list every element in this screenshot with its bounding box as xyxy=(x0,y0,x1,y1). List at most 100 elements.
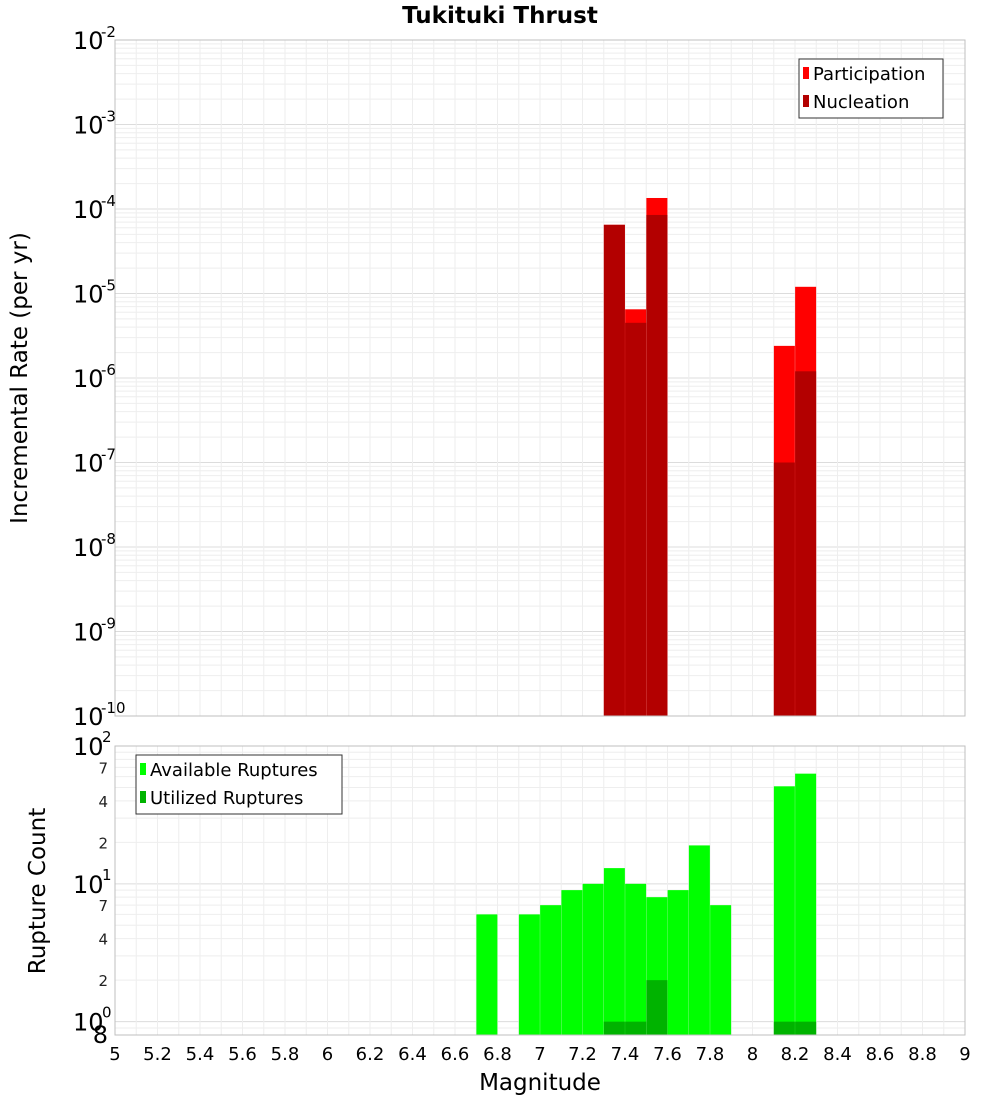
count-y-tick-exponent: 2 xyxy=(102,728,112,746)
rate-y-tick: 10-9 xyxy=(73,615,116,647)
x-tick-label: 5.6 xyxy=(228,1044,257,1065)
count-y-minor-tick-label: 4 xyxy=(98,793,108,811)
rate-y-tick-exponent: -4 xyxy=(101,192,116,210)
count-y-minor-tick-label: 2 xyxy=(98,834,108,852)
rate-legend: Participation Nucleation xyxy=(798,58,944,119)
x-tick-label: 7.4 xyxy=(611,1044,640,1065)
rate-y-tick-exponent: -7 xyxy=(101,446,116,464)
rate-y-tick-base: 10 xyxy=(73,112,104,140)
rate-y-tick-base: 10 xyxy=(73,196,104,224)
count-y-tick-base: 10 xyxy=(73,871,104,899)
rate-y-tick: 10-10 xyxy=(73,699,126,731)
rate-grid xyxy=(114,40,966,717)
count-y-minor-tick-label: 2 xyxy=(98,972,108,990)
x-tick-label: 6.2 xyxy=(356,1044,385,1065)
rate-y-tick-exponent: -9 xyxy=(101,615,116,633)
rate-y-tick: 10-2 xyxy=(73,23,116,55)
legend-participation-label: Participation xyxy=(813,64,925,85)
count-bar-b xyxy=(773,1021,795,1035)
legend-nucleation-swatch xyxy=(803,95,809,107)
rate-y-tick-exponent: -2 xyxy=(101,23,116,41)
count-y-minor-tick-label: 8 xyxy=(93,1021,108,1049)
count-y-tick-exponent: 1 xyxy=(102,866,112,884)
count-bar-a xyxy=(667,890,689,1035)
count-bar-a xyxy=(603,868,625,1035)
x-tick-label: 8.6 xyxy=(866,1044,895,1065)
legend-utilized-swatch xyxy=(140,791,146,803)
count-bar-b xyxy=(625,1021,647,1035)
legend-available-label: Available Ruptures xyxy=(150,760,318,781)
rate-y-tick: 10-7 xyxy=(73,446,116,478)
rate-y-tick-base: 10 xyxy=(73,703,104,731)
legend-utilized-label: Utilized Ruptures xyxy=(150,788,303,809)
rate-y-tick-base: 10 xyxy=(73,281,104,309)
count-bar-a xyxy=(518,914,540,1035)
x-tick-label: 8 xyxy=(747,1044,758,1065)
legend-nucleation-label: Nucleation xyxy=(813,92,909,113)
count-bar-a xyxy=(561,890,583,1035)
x-tick-label: 5.2 xyxy=(143,1044,172,1065)
count-y-minor-tick-label: 7 xyxy=(98,897,108,915)
x-tick-label: 7.2 xyxy=(568,1044,597,1065)
count-y-tick-base: 10 xyxy=(73,733,104,761)
x-axis-label: Magnitude xyxy=(479,1070,601,1096)
x-tick-label: 8.2 xyxy=(781,1044,810,1065)
legend-available-swatch xyxy=(140,763,146,775)
count-bar-a xyxy=(688,845,710,1035)
count-y-tick: 100 xyxy=(73,1004,112,1037)
x-tick-label: 5.4 xyxy=(186,1044,215,1065)
x-tick-label: 6.8 xyxy=(483,1044,512,1065)
count-bar-a xyxy=(476,914,498,1035)
rate-y-tick-base: 10 xyxy=(73,27,104,55)
x-tick-label: 7.6 xyxy=(653,1044,682,1065)
count-bar-b xyxy=(795,1021,817,1035)
rate-y-tick-base: 10 xyxy=(73,365,104,393)
x-tick-label: 6.6 xyxy=(441,1044,470,1065)
rate-y-axis-label: Incremental Rate (per yr) xyxy=(7,232,33,524)
rate-y-tick: 10-8 xyxy=(73,530,116,562)
count-bar-a xyxy=(582,883,604,1035)
count-y-tick-base: 10 xyxy=(73,1009,104,1037)
rate-y-tick: 10-4 xyxy=(73,192,116,224)
x-tick-label: 8.4 xyxy=(823,1044,852,1065)
count-bar-b xyxy=(646,980,668,1035)
rate-y-tick: 10-3 xyxy=(73,108,116,140)
rate-bar-b xyxy=(603,224,625,716)
x-tick-label: 5.8 xyxy=(271,1044,300,1065)
rate-y-tick: 10-5 xyxy=(73,277,116,309)
rate-plot-border xyxy=(114,39,966,717)
rate-bar-b xyxy=(795,371,817,716)
count-y-minor-tick-label: 4 xyxy=(98,931,108,949)
count-y-tick: 101 xyxy=(73,866,112,899)
rate-bar-b xyxy=(625,322,647,716)
x-tick-label: 5 xyxy=(109,1044,120,1065)
count-bar-b xyxy=(603,1021,625,1035)
rate-bar-b xyxy=(773,462,795,716)
count-bar-a xyxy=(795,773,817,1035)
rate-y-tick-exponent: -8 xyxy=(101,530,116,548)
count-legend: Available Ruptures Utilized Ruptures xyxy=(135,754,343,815)
count-y-axis-label: Rupture Count xyxy=(25,808,51,974)
x-tick-label: 6.4 xyxy=(398,1044,427,1065)
rate-legend-box xyxy=(798,58,944,119)
x-tick-label: 6 xyxy=(322,1044,333,1065)
rate-y-tick-exponent: -5 xyxy=(101,277,116,295)
rate-bar-b xyxy=(646,214,668,716)
rate-bars xyxy=(603,197,817,716)
x-tick-label: 7 xyxy=(534,1044,545,1065)
rate-y-tick-base: 10 xyxy=(73,534,104,562)
rate-y-tick-exponent: -3 xyxy=(101,108,116,126)
rate-y-tick-exponent: -6 xyxy=(101,361,116,379)
x-tick-label: 7.8 xyxy=(696,1044,725,1065)
count-y-tick: 102 xyxy=(73,728,112,761)
count-y-minor-tick-label: 7 xyxy=(98,759,108,777)
count-bars xyxy=(476,773,817,1035)
x-tick-label: 8.8 xyxy=(908,1044,937,1065)
count-bar-a xyxy=(625,883,647,1035)
